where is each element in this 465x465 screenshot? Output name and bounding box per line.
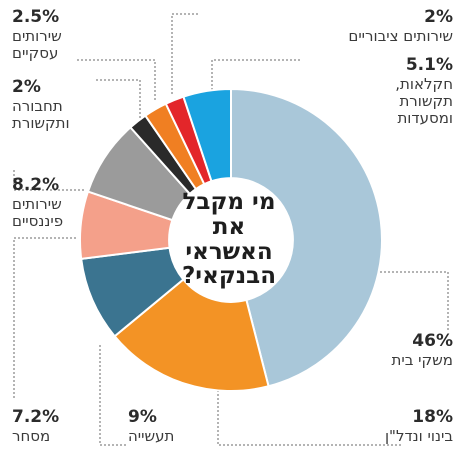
slice-name-agriculture: חקלאות, תקשורת ומסעדות — [395, 74, 453, 128]
slice-value-transport: 2% — [12, 77, 41, 97]
slice-label-industry: 9% תעשייה — [128, 407, 175, 445]
slice-label-households: 46% משקי בית — [391, 331, 453, 369]
slice-value-industry: 9% — [128, 407, 157, 427]
slice-agriculture — [182, 87, 232, 183]
slice-label-construction: 18% בינוי ונדל"ן — [384, 407, 453, 445]
slice-value-commerce: 7.2% — [12, 407, 60, 427]
slice-value-financial: 8.2% — [12, 175, 60, 195]
slice-name-public: שירותים ציבוריים — [348, 26, 453, 45]
leader-lines — [13, 13, 449, 446]
slice-label-financial: 8.2% שירותים פיננסיים — [12, 175, 64, 230]
leader-line-business — [76, 59, 156, 100]
slice-label-transport: 2% תחבורה ותקשורת — [12, 77, 70, 132]
slice-name-transport: תחבורה ותקשורת — [12, 96, 70, 132]
slice-label-business: 2.5% שירותים עסקיים — [12, 7, 62, 62]
slice-households — [230, 87, 383, 388]
slice-value-agriculture: 5.1% — [405, 55, 453, 75]
leader-line-industry — [99, 345, 128, 446]
slice-label-commerce: 7.2% מסחר — [12, 407, 60, 445]
slice-value-public: 2% — [424, 7, 453, 27]
slice-name-financial: שירותים פיננסיים — [12, 194, 64, 230]
leader-line-construction — [217, 390, 402, 446]
leader-line-financial — [13, 170, 84, 191]
slice-label-public: 2% שירותים ציבוריים — [348, 7, 453, 45]
leader-line-households — [380, 271, 449, 330]
slice-label-agriculture: 5.1% חקלאות, תקשורת ומסעדות — [395, 55, 453, 128]
slice-name-industry: תעשייה — [128, 426, 175, 445]
slice-name-construction: בינוי ונדל"ן — [384, 426, 453, 445]
donut-slices — [79, 87, 383, 392]
slice-name-commerce: מסחר — [12, 426, 51, 445]
leader-line-transport — [95, 79, 141, 122]
chart-title: מי מקבל את האשראי הבנקאי? — [181, 189, 277, 290]
slice-name-households: משקי בית — [391, 350, 453, 369]
slice-value-households: 46% — [412, 331, 453, 351]
slice-value-business: 2.5% — [12, 7, 60, 27]
leader-line-public — [171, 13, 200, 94]
leader-line-commerce — [13, 237, 76, 400]
slice-value-construction: 18% — [412, 407, 453, 427]
slice-name-business: שירותים עסקיים — [12, 26, 62, 62]
slice-construction — [113, 278, 270, 392]
leader-line-agriculture — [211, 59, 300, 90]
